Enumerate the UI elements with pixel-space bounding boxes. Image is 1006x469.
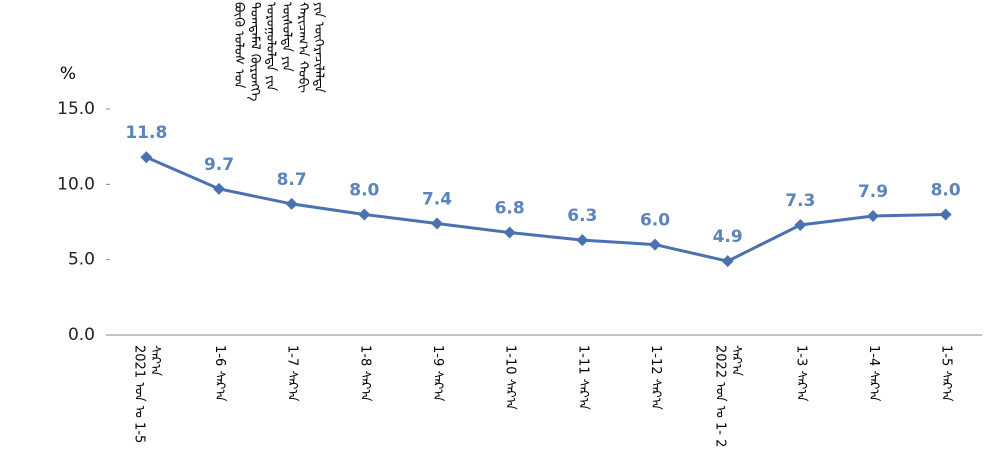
- marker: [939, 208, 952, 221]
- marker: [358, 208, 371, 221]
- data-line: [145, 155, 946, 263]
- data-label: 7.4: [422, 190, 452, 210]
- x-label-box: 1-12 ᠰᠠᠷ᠎ᠠ: [648, 345, 663, 410]
- x-label-box: 2021 ᠣᠨ ᠤ 1-5 ᠰᠠᠷ᠎ᠠ: [131, 345, 163, 444]
- marker: [140, 151, 153, 164]
- y-tick-label: 0.0: [68, 325, 95, 345]
- x-tick-label: 1-3 ᠰᠠᠷ᠎ᠠ: [793, 345, 809, 402]
- marker: [794, 219, 807, 232]
- data-label: 7.9: [858, 182, 888, 202]
- x-tick-label: 2021 ᠣᠨ ᠤ 1-5 ᠰᠠᠷ᠎ᠠ: [131, 345, 163, 444]
- marker: [721, 255, 734, 268]
- x-tick-label: 1-9 ᠰᠠᠷ᠎ᠠ: [430, 345, 445, 402]
- data-label: 6.0: [640, 211, 670, 231]
- x-tick-label: 1-10 ᠰᠠᠷ᠎ᠠ: [502, 345, 518, 410]
- data-label: 4.9: [713, 227, 743, 247]
- x-tick-label: 1-11 ᠰᠠᠷ᠎ᠠ: [575, 345, 591, 410]
- marker: [867, 209, 879, 222]
- marker: [649, 238, 661, 251]
- y-tick-label: 5.0: [68, 250, 95, 270]
- data-label: 8.0: [349, 180, 379, 200]
- data-label: 8.7: [277, 170, 307, 190]
- data-label: 6.8: [495, 199, 525, 219]
- marker: [431, 217, 443, 230]
- data-label: 11.8: [125, 123, 167, 143]
- data-label: 8.0: [931, 180, 961, 200]
- x-tick-label: 1-5 ᠰᠠᠷ᠎ᠠ: [938, 345, 954, 402]
- marker: [213, 182, 225, 195]
- x-label-box: 1-5 ᠰᠠᠷ᠎ᠠ: [938, 345, 954, 402]
- x-label-box: 1-10 ᠰᠠᠷ᠎ᠠ: [502, 345, 518, 410]
- x-tick-label: 1-8 ᠰᠠᠷ᠎ᠠ: [357, 345, 373, 402]
- x-label-box: 1-3 ᠰᠠᠷ᠎ᠠ: [793, 345, 809, 402]
- marker: [576, 234, 589, 247]
- x-tick-label: 1-6 ᠰᠠᠷ᠎ᠠ: [212, 345, 227, 402]
- marker: [285, 197, 298, 210]
- x-label-box: 1-9 ᠰᠠᠷ᠎ᠠ: [430, 345, 445, 402]
- marker: [503, 226, 516, 239]
- x-label-box: 2022 ᠣᠨ ᠤ 1- 2 ᠰᠠᠷ᠎ᠠ: [712, 345, 744, 448]
- x-tick-label: 1-7 ᠰᠠᠷ᠎ᠠ: [284, 345, 300, 402]
- data-label: 6.3: [567, 206, 597, 226]
- data-label: 9.7: [204, 155, 234, 175]
- x-label-box: 1-4 ᠰᠠᠷ᠎ᠠ: [866, 345, 881, 402]
- x-tick-label: 1-4 ᠰᠠᠷ᠎ᠠ: [866, 345, 881, 402]
- x-label-box: 1-8 ᠰᠠᠷ᠎ᠠ: [357, 345, 373, 402]
- y-axis-label: %: [60, 64, 76, 84]
- x-tick-label: 1-12 ᠰᠠᠷ᠎ᠠ: [648, 345, 663, 410]
- data-label: 7.3: [785, 191, 815, 211]
- x-tick-label: 2022 ᠣᠨ ᠤ 1- 2 ᠰᠠᠷ᠎ᠠ: [712, 345, 744, 448]
- x-label-box: 1-6 ᠰᠠᠷ᠎ᠠ: [212, 345, 227, 402]
- x-label-box: 1-11 ᠰᠠᠷ᠎ᠠ: [575, 345, 591, 410]
- y-tick-label: 15.0: [57, 99, 95, 119]
- y-tick-label: 10.0: [57, 174, 95, 194]
- chart-title: ᠪᠦᠬᠦ ᠤᠯᠤᠰ ᠤᠨ ᠲᠣᠭᠲᠠᠮᠠᠯ ᠬᠥᠷᠥᠩᠭᠡ ᠣᠷᠤᠭᠤᠯᠤᠯᠲᠠ…: [231, 2, 326, 102]
- x-label-box: 1-7 ᠰᠠᠷ᠎ᠠ: [284, 345, 300, 402]
- title-box: ᠪᠦᠬᠦ ᠤᠯᠤᠰ ᠤᠨ ᠲᠣᠭᠲᠠᠮᠠᠯ ᠬᠥᠷᠥᠩᠭᠡ ᠣᠷᠤᠭᠤᠯᠤᠯᠲᠠ…: [231, 2, 326, 102]
